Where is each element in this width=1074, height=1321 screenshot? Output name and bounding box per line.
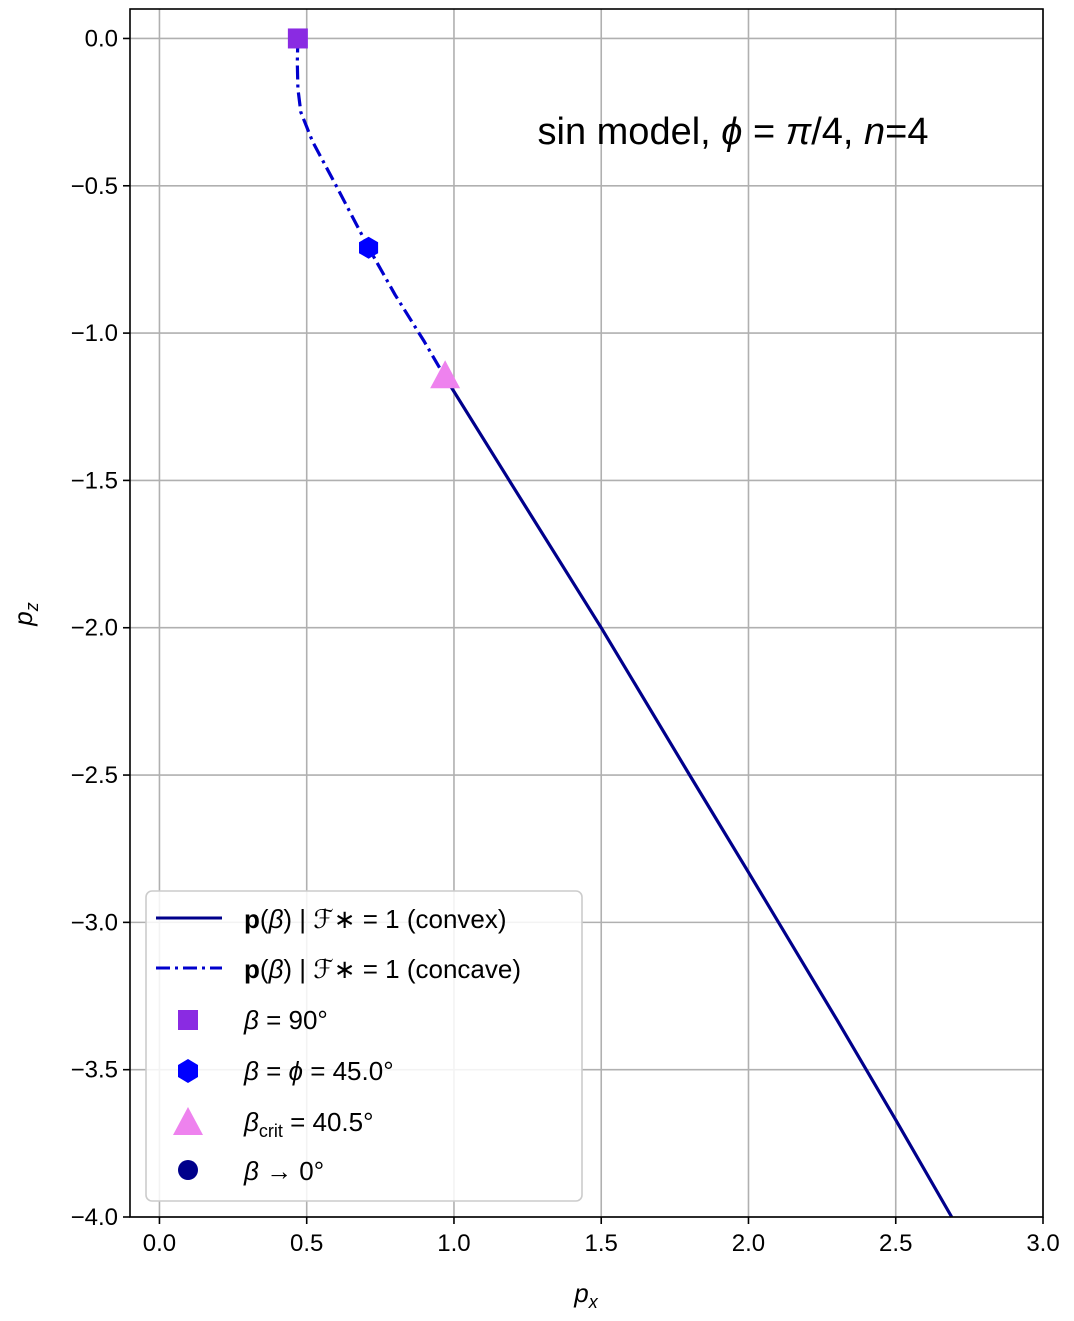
chart-annotation: sin model, ϕ = π/4, n=4: [538, 111, 929, 153]
series-line-concave: [295, 38, 447, 379]
marker-beta-crit: [430, 360, 461, 389]
legend-key-square-marker: [178, 1010, 198, 1030]
legend-label-beta-crit: βcrit = 40.5°: [243, 1107, 374, 1141]
plot-lines: [295, 38, 954, 1218]
x-tick-label: 2.0: [732, 1230, 765, 1257]
legend-label-concave: p(β) | ℱ∗ = 1 (concave): [244, 954, 521, 984]
y-axis-label-sub: z: [22, 602, 42, 612]
legend-label-beta-90: β = 90°: [243, 1005, 328, 1035]
y-tick-label: −1.0: [71, 320, 118, 347]
x-axis-label-sub: x: [588, 1292, 599, 1312]
y-tick-label: −0.5: [71, 173, 118, 200]
legend-label-beta-zero: β → 0°: [243, 1156, 324, 1186]
series-line-convex: [443, 376, 954, 1218]
y-tick-label: −1.5: [71, 467, 118, 494]
x-tick-label: 0.0: [143, 1230, 176, 1257]
x-tick-label: 1.0: [437, 1230, 470, 1257]
y-tick-label: −3.5: [71, 1057, 118, 1084]
y-axis-label: pz: [8, 602, 42, 626]
x-tick-label: 2.5: [879, 1230, 912, 1257]
legend-key-circle-marker: [178, 1160, 198, 1180]
axes-frame: [129, 8, 1044, 1218]
x-tick-label: 0.5: [290, 1230, 323, 1257]
marker-beta-phi: [359, 236, 379, 259]
legend-box: [145, 890, 583, 1202]
x-tick-label: 3.0: [1026, 1230, 1059, 1257]
x-tick-label: 1.5: [585, 1230, 618, 1257]
grid: [130, 9, 1044, 1218]
legend-label-convex: p(β) | ℱ∗ = 1 (convex): [244, 904, 507, 934]
x-axis-ticks: 0.0 0.5 1.0 1.5 2.0 2.5 3.0: [143, 1217, 1060, 1257]
legend-key-hexagon-marker: [178, 1059, 198, 1083]
y-axis-ticks: 0.0 −0.5 −1.0 −1.5 −2.0 −2.5 −3.0 −3.5 −4.0: [71, 25, 130, 1231]
legend: p(β) | ℱ∗ = 1 (convex) p(β) | ℱ∗ = 1 (co…: [145, 890, 583, 1202]
y-tick-label: −2.5: [71, 762, 118, 789]
y-tick-label: 0.0: [85, 25, 118, 52]
plot-markers: [287, 28, 461, 389]
x-axis-label: px: [573, 1278, 598, 1312]
y-tick-label: −2.0: [71, 615, 118, 642]
y-tick-label: −3.0: [71, 909, 118, 936]
y-tick-label: −4.0: [71, 1204, 118, 1231]
marker-beta-90: [287, 28, 308, 49]
legend-key-triangle-marker: [173, 1107, 203, 1135]
legend-label-beta-phi: β = ϕ = 45.0°: [243, 1056, 394, 1086]
